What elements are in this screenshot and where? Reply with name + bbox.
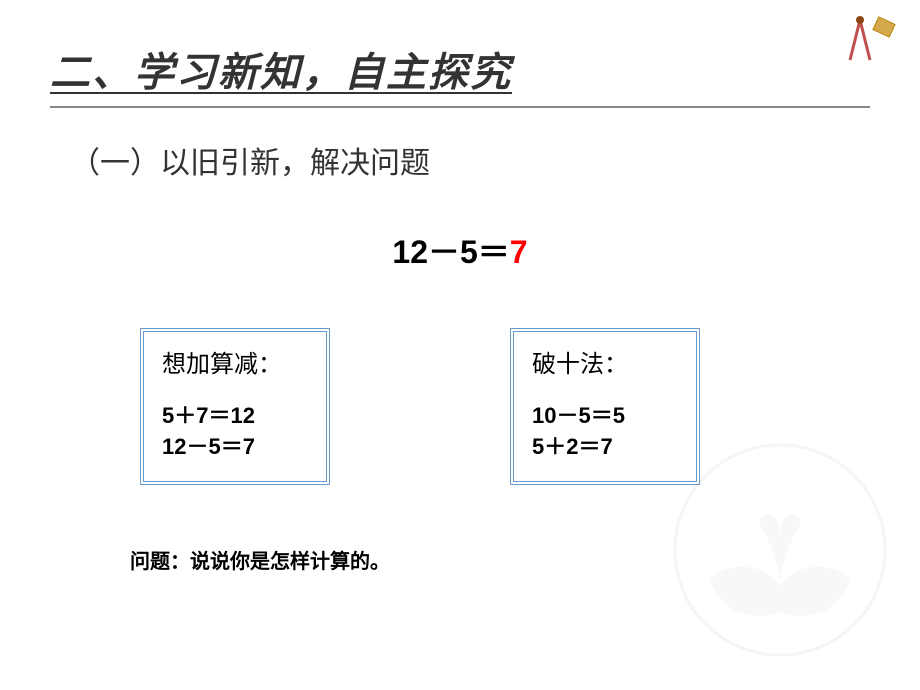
method2-line1: 10－5＝5 — [532, 401, 678, 432]
method-box-addition: 想加算减： 5＋7＝12 12－5＝7 — [140, 328, 330, 485]
slide-container: 二、学习新知，自主探究 （一）以旧引新，解决问题 12－5＝7 想加算减： 5＋… — [0, 0, 920, 690]
main-equation: 12－5＝7 — [50, 227, 870, 273]
method1-line2: 12－5＝7 — [162, 432, 308, 463]
section-title: 二、学习新知，自主探究 — [50, 40, 870, 98]
method-boxes-row: 想加算减： 5＋7＝12 12－5＝7 破十法： 10－5＝5 5＋2＝7 — [140, 328, 870, 485]
method-box-breakten: 破十法： 10－5＝5 5＋2＝7 — [510, 328, 700, 485]
method1-line1: 5＋7＝12 — [162, 401, 308, 432]
prompt-question: 问题：说说你是怎样计算的。 — [130, 545, 870, 574]
method2-line2: 5＋2＝7 — [532, 432, 678, 463]
method2-title: 破十法： — [532, 344, 678, 379]
equation-left: 12－5＝ — [392, 234, 509, 270]
equation-result: 7 — [510, 234, 528, 270]
method1-title: 想加算减： — [162, 344, 308, 379]
compass-ruler-icon — [840, 10, 900, 70]
subsection-title: （一）以旧引新，解决问题 — [70, 138, 870, 182]
title-divider — [50, 106, 870, 108]
